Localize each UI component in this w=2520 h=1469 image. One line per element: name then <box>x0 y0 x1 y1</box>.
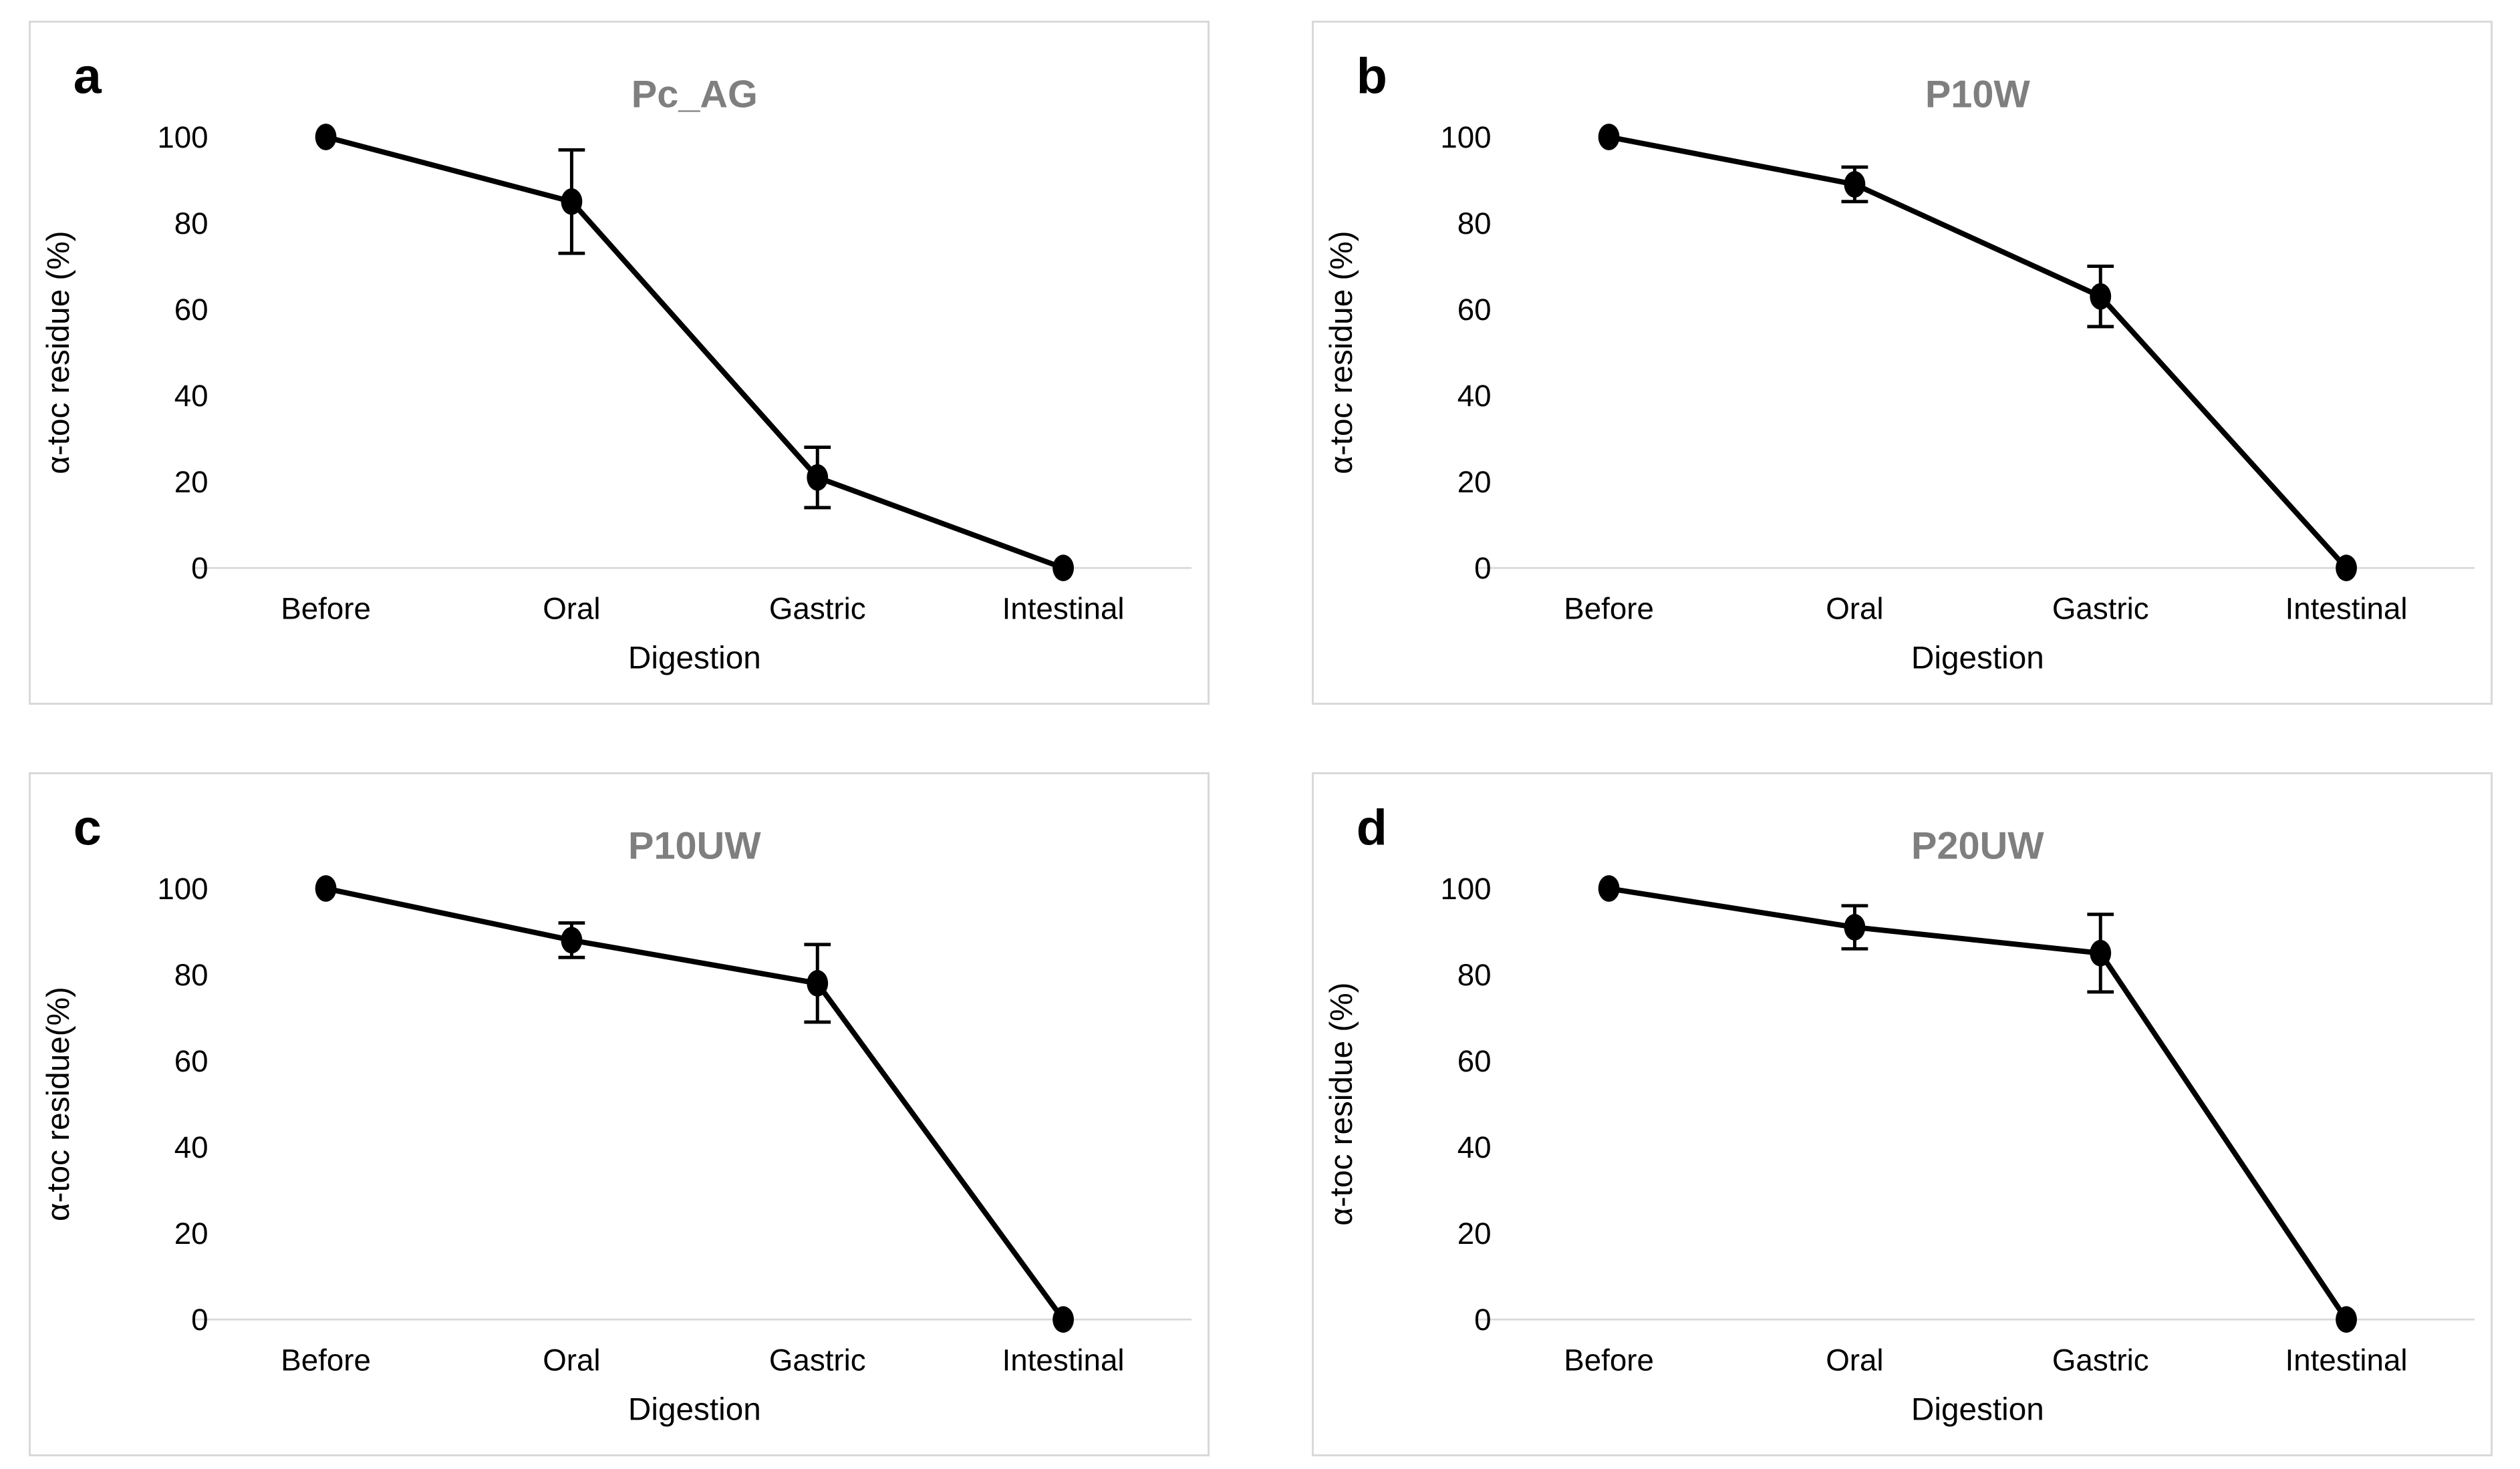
y-tick-label: 80 <box>174 206 208 240</box>
data-point-marker <box>561 188 583 215</box>
chart-svg-a: a Pc_AG 0 20 40 60 80 100 Before Oral Gastric Intes… <box>41 48 1192 675</box>
data-point-marker <box>2336 554 2357 582</box>
data-point-marker <box>2336 1306 2357 1333</box>
x-category-label: Before <box>281 592 371 626</box>
data-point-marker <box>1598 124 1620 150</box>
x-category-label: Before <box>1564 1343 1654 1377</box>
panel-letter: d <box>1357 800 1387 856</box>
data-point-marker <box>2090 939 2112 967</box>
y-tick-label: 40 <box>174 379 208 413</box>
x-category-label: Gastric <box>769 1343 866 1377</box>
y-tick-label: 20 <box>1457 1216 1492 1251</box>
axis-title-x: Digestion <box>628 640 761 675</box>
x-category-label: Intestinal <box>2285 592 2408 626</box>
y-tick-label: 80 <box>1457 206 1492 240</box>
axis-title-y: α-toc residue(%) <box>41 987 76 1221</box>
x-category-label: Oral <box>543 1343 600 1377</box>
y-tick-label: 20 <box>1457 465 1492 499</box>
y-tick-label: 80 <box>174 958 208 992</box>
y-tick-label: 0 <box>191 551 208 585</box>
panel-c: c P10UW 0 20 40 60 80 100 Before Oral Gastric Intes… <box>29 772 1210 1456</box>
data-point-marker <box>561 927 583 954</box>
y-tick-label: 100 <box>157 120 208 154</box>
y-tick-label: 20 <box>174 465 208 499</box>
x-category-label: Before <box>1564 592 1654 626</box>
chart-svg-b: b P10W 0 20 40 60 80 100 Before Oral Gastric Intest… <box>1324 48 2475 675</box>
y-tick-label: 100 <box>157 872 208 906</box>
chart-svg-d: d P20UW 0 20 40 60 80 100 Before Oral Gastric Intes… <box>1324 800 2475 1427</box>
x-category-label: Gastric <box>769 592 866 626</box>
axis-title-x: Digestion <box>1911 640 2044 675</box>
x-category-label: Oral <box>1826 592 1883 626</box>
y-tick-label: 40 <box>1457 1130 1492 1164</box>
x-category-label: Intestinal <box>1002 1343 1125 1377</box>
axis-title-y: α-toc residue (%) <box>1324 982 1359 1225</box>
data-point-marker <box>807 970 829 997</box>
series-line <box>1608 886 2349 1321</box>
x-category-label: Gastric <box>2052 592 2149 626</box>
data-point-marker <box>315 124 337 150</box>
panel-b: b P10W 0 20 40 60 80 100 Before Oral Gastric Intest… <box>1312 21 2493 705</box>
y-tick-label: 0 <box>1474 1303 1491 1337</box>
x-category-label: Oral <box>543 592 600 626</box>
y-tick-label: 100 <box>1440 120 1491 154</box>
data-point-marker <box>315 875 337 902</box>
panel-letter: b <box>1357 48 1387 104</box>
y-tick-label: 40 <box>1457 379 1492 413</box>
y-tick-label: 100 <box>1440 872 1491 906</box>
x-category-label: Intestinal <box>1002 592 1125 626</box>
data-point-marker <box>1598 875 1620 902</box>
data-point-marker <box>1844 914 1866 941</box>
y-tick-label: 60 <box>1457 1044 1492 1078</box>
panel-d: d P20UW 0 20 40 60 80 100 Before Oral Gastric Intes… <box>1312 772 2493 1456</box>
x-category-label: Intestinal <box>2285 1343 2408 1377</box>
x-category-label: Gastric <box>2052 1343 2149 1377</box>
data-point-marker <box>807 464 829 491</box>
data-point-marker <box>1053 1306 1074 1333</box>
y-tick-label: 0 <box>191 1303 208 1337</box>
axis-title-y: α-toc residue (%) <box>1324 230 1359 474</box>
axis-title-x: Digestion <box>1911 1392 2044 1427</box>
panel-letter: a <box>74 48 102 104</box>
chart-title: Pc_AG <box>632 73 758 116</box>
chart-title: P20UW <box>1911 824 2044 867</box>
chart-title: P10W <box>1925 73 2031 116</box>
data-point-marker <box>1053 554 1074 582</box>
data-point-marker <box>2090 283 2112 310</box>
series-line <box>325 886 1066 1321</box>
y-tick-label: 20 <box>174 1216 208 1251</box>
y-tick-label: 60 <box>1457 293 1492 327</box>
axis-title-y: α-toc residue (%) <box>41 230 76 474</box>
panel-letter: c <box>74 800 102 856</box>
chart-title: P10UW <box>628 824 761 867</box>
data-point-marker <box>1844 171 1866 198</box>
y-tick-label: 80 <box>1457 958 1492 992</box>
x-category-label: Before <box>281 1343 371 1377</box>
y-tick-label: 0 <box>1474 551 1491 585</box>
series-line <box>325 134 1065 570</box>
y-tick-label: 40 <box>174 1130 208 1164</box>
axis-title-x: Digestion <box>628 1392 761 1427</box>
x-category-label: Oral <box>1826 1343 1883 1377</box>
y-tick-label: 60 <box>174 293 208 327</box>
y-tick-label: 60 <box>174 1044 208 1078</box>
chart-svg-c: c P10UW 0 20 40 60 80 100 Before Oral Gastric Intes… <box>41 800 1192 1427</box>
panel-a: a Pc_AG 0 20 40 60 80 100 Before Oral Gastric Intes… <box>29 21 1210 705</box>
series-line <box>1608 134 2349 570</box>
